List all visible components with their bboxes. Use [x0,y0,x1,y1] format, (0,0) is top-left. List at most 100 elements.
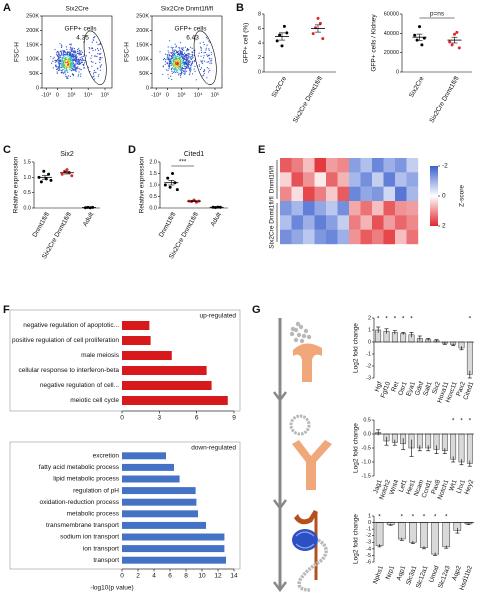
cell-dot [185,53,188,56]
cell-dot [56,66,58,68]
cell-dot [189,69,191,71]
cell-dot [91,47,93,49]
cell-dot [172,49,174,51]
x-tick-label: 10³ [67,92,75,98]
heatmap-cell [337,215,350,230]
data-point [47,172,51,176]
cell-dot [184,46,186,48]
cell-dot [61,66,63,68]
cell-dot [179,54,181,57]
group-label: Six2Cre Dnmt1fl/fl [269,196,276,249]
chart-title: Cited1 [184,151,204,158]
data-point [455,30,459,34]
cell-dot [179,68,181,70]
data-point [450,43,454,47]
cell-dot [159,51,161,53]
data-point [418,25,421,29]
cell-dot [54,61,57,63]
cell-dot [78,60,80,62]
cell-dot [64,51,66,54]
cell-dot [171,72,173,74]
cell-dot [176,50,178,52]
significance-star: * [402,316,405,323]
y-tick-label: -2 [366,363,371,369]
heatmap-cell [349,229,361,245]
heatmap-cell [406,158,419,173]
arrow-head [273,391,287,403]
cell-dot [88,52,90,54]
cell-dot [171,60,173,62]
cell-dot [180,74,182,76]
cell-dot [168,59,170,61]
cell-dot [97,53,99,55]
data-point [413,33,417,37]
cell-dot [70,53,72,55]
cell-dot [179,49,181,51]
heatmap-cell [360,215,373,230]
heatmap-cell [314,201,327,216]
cell-dot [202,57,205,59]
cell-dot [66,69,68,71]
cell-dot [56,61,58,63]
cell-dot [173,50,175,52]
cell-dot [180,67,182,69]
cell-dot [72,75,74,77]
category-label: transmembrane transport [46,522,119,529]
cell-dot [175,65,177,67]
cell-dot [92,61,94,63]
y-tick-label: -4 [366,546,371,552]
y-tick-label: 1.0 [149,182,157,188]
cell-dot [171,67,173,69]
cell-dot [177,57,179,59]
gate-label: GFP+ cells [65,26,98,33]
data-point [175,188,179,192]
bar [122,556,226,564]
cell-dot [211,62,213,64]
heatmap-cell [280,172,292,187]
cell-dot [167,46,169,48]
cell-dot [170,56,172,58]
cell-dot [185,61,187,63]
data-point [453,32,456,36]
bar [122,510,198,518]
cell-dot [177,52,179,54]
cap-cells [289,321,312,344]
heatmap-cell [383,186,396,202]
heatmap-cell [395,215,407,230]
cell-dot [169,63,171,65]
vesicle [289,414,311,436]
cell-dot [187,64,189,66]
cell-dot [169,40,171,42]
cell-dot [77,60,79,62]
cell-dot [73,69,75,71]
cell-dot [62,65,65,67]
cell-dot [185,70,188,72]
cell-dot [99,66,101,68]
cell-dot [93,71,95,73]
cell-dot [190,69,192,71]
cell-dot [177,66,179,68]
significance-star: * [377,316,380,323]
cell-dot [65,61,67,63]
cell-dot [57,57,60,59]
heatmap-cell [360,172,373,187]
cell-dot [70,50,73,53]
cell-dot [56,53,58,56]
cell-dot [82,55,84,58]
cell-dot [170,61,172,63]
cell-dot [187,56,189,58]
cell-dot [77,75,79,77]
cell-dot [69,56,71,58]
cell-dot [60,53,63,55]
cell-dot [76,56,78,58]
schematic [273,318,332,593]
x-tick-label: Hgf [374,381,384,393]
cell-dot [178,64,180,66]
cell-dot [79,68,81,70]
cell-dot [179,52,181,54]
cell-dot [172,51,174,53]
heatmap-cell [314,186,327,202]
cell-dot [164,61,166,63]
category-label: meiotic cell cycle [70,397,119,404]
cell-dot [208,48,210,50]
